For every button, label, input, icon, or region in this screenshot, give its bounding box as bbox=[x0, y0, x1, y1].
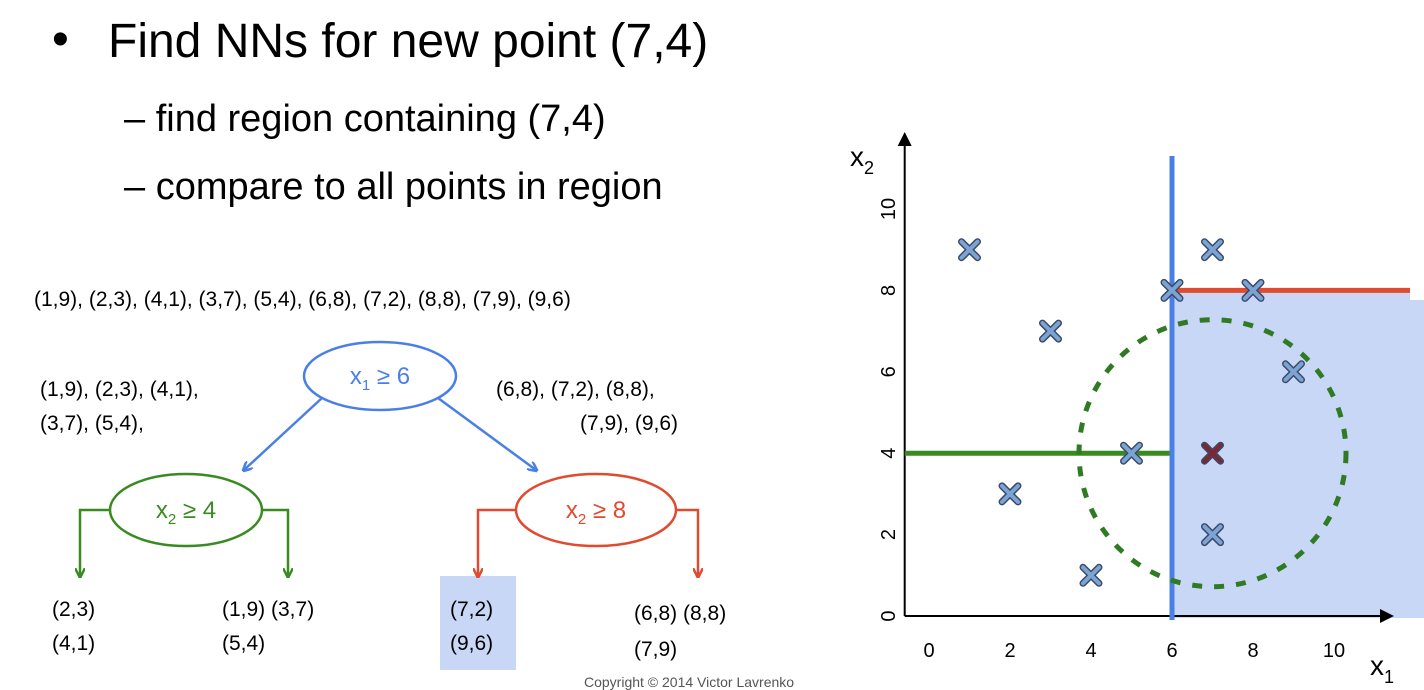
edge-left-yes bbox=[262, 508, 288, 576]
right-edge-strip bbox=[1410, 0, 1424, 300]
edge-root-left bbox=[244, 397, 323, 470]
data-point bbox=[1241, 278, 1265, 302]
leaf-2-line1: (1,9) (3,7) bbox=[222, 598, 315, 621]
data-point bbox=[1201, 238, 1224, 262]
x-tick-label: 6 bbox=[1166, 640, 1177, 662]
leaf-4-line1: (6,8) (8,8) bbox=[634, 602, 727, 625]
leaf-4-line2: (7,9) bbox=[634, 638, 678, 661]
left-point-set-line2: (3,7), (5,4), bbox=[40, 412, 144, 435]
x-tick-label: 4 bbox=[1085, 640, 1096, 662]
scatter-plot: 0 2 4 6 8 10 0 2 4 6 8 10 x1 x2 bbox=[850, 132, 1424, 687]
slide-title: Find NNs for new point (7,4) bbox=[108, 15, 709, 68]
edge-root-right bbox=[437, 396, 536, 470]
x-tick-label: 0 bbox=[923, 640, 934, 662]
copyright-notice: Copyright © 2014 Victor Lavrenko bbox=[584, 674, 795, 690]
tree-structure: x1 ≥ 6 x2 ≥ 4 x2 ≥ 8 bbox=[80, 340, 698, 576]
x-tick-label: 10 bbox=[1323, 640, 1345, 662]
data-point bbox=[1079, 563, 1103, 587]
left-node-label: x2 ≥ 4 bbox=[156, 497, 216, 528]
edge-right-no bbox=[478, 508, 516, 576]
data-point bbox=[1282, 360, 1305, 384]
leaf-2-line2: (5,4) bbox=[222, 632, 266, 655]
data-point-fill bbox=[1202, 443, 1223, 464]
left-point-set-line1: (1,9), (2,3), (4,1), bbox=[40, 378, 199, 401]
data-point-fill bbox=[959, 239, 980, 260]
data-point-fill bbox=[1202, 524, 1223, 545]
data-point-fill bbox=[1162, 280, 1182, 301]
root-node-label: x1 ≥ 6 bbox=[350, 363, 410, 394]
edge-left-no bbox=[80, 508, 110, 576]
subpoint-find-region: – find region containing (7,4) bbox=[124, 98, 606, 140]
data-point-fill bbox=[1000, 483, 1020, 504]
subpoint-compare: – compare to all points in region bbox=[124, 166, 663, 208]
data-point bbox=[1201, 523, 1224, 547]
x-tick-label: 2 bbox=[1004, 640, 1015, 662]
data-point bbox=[1120, 441, 1143, 465]
data-point-fill bbox=[1040, 321, 1061, 342]
leaf-highlight bbox=[440, 576, 516, 670]
y-axis-label: x2 bbox=[850, 141, 874, 178]
data-point-fill bbox=[1081, 565, 1101, 586]
data-point-fill bbox=[1283, 361, 1304, 382]
data-point bbox=[1160, 278, 1184, 302]
y-tick-label: 6 bbox=[878, 366, 900, 377]
data-point-fill bbox=[1243, 280, 1263, 301]
data-point bbox=[998, 482, 1022, 506]
edge-right-yes bbox=[676, 508, 698, 576]
right-node-label: x2 ≥ 8 bbox=[566, 497, 626, 528]
data-point-fill bbox=[1121, 443, 1142, 464]
data-point-fill bbox=[1202, 239, 1223, 260]
x-axis-label: x1 bbox=[1370, 650, 1394, 687]
y-tick-label: 8 bbox=[878, 285, 900, 296]
y-tick-label: 10 bbox=[878, 198, 900, 220]
leaf-3-line2: (9,6) bbox=[450, 632, 494, 655]
leaf-3-line1: (7,2) bbox=[450, 598, 494, 621]
bullet-marker: • bbox=[52, 13, 69, 66]
query-point bbox=[1201, 441, 1224, 465]
y-tick-label: 0 bbox=[878, 610, 900, 621]
x-tick-label: 8 bbox=[1247, 640, 1258, 662]
right-point-set-line1: (6,8), (7,2), (8,8), bbox=[496, 378, 655, 401]
y-tick-label: 2 bbox=[878, 529, 900, 540]
root-node bbox=[302, 340, 458, 412]
search-radius-circle bbox=[1076, 317, 1349, 590]
right-point-set-line2: (7,9), (9,6) bbox=[580, 412, 679, 435]
leaf-1-line2: (4,1) bbox=[52, 632, 96, 655]
root-point-set: (1,9), (2,3), (4,1), (3,7), (5,4), (6,8)… bbox=[34, 288, 571, 311]
leaf-1-line1: (2,3) bbox=[52, 598, 96, 621]
data-point bbox=[1039, 319, 1062, 343]
data-point bbox=[958, 238, 981, 262]
y-tick-label: 4 bbox=[878, 448, 900, 459]
